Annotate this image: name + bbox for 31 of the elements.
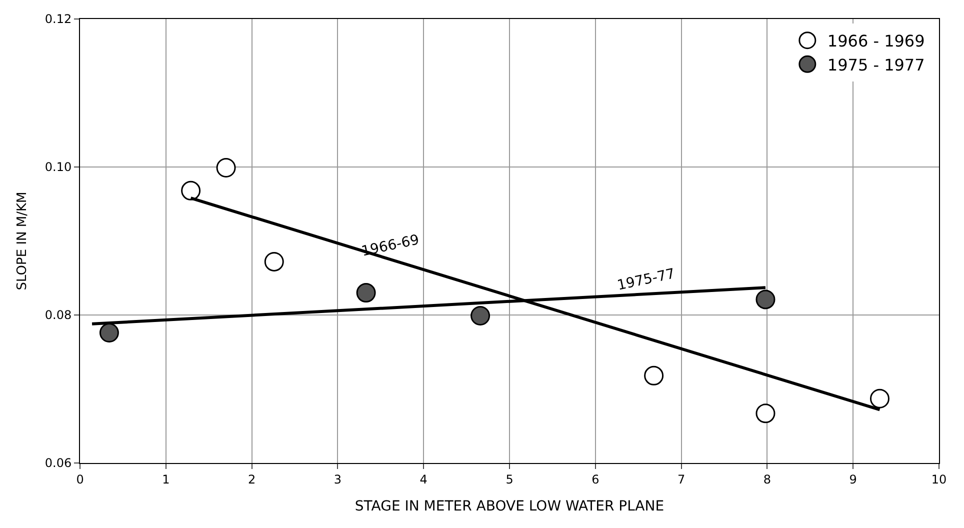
x-tick-label: 10 <box>931 472 947 486</box>
y-tick-label: 0.06 <box>44 456 72 470</box>
x-tick-label: 5 <box>506 472 514 486</box>
x-tick-label: 9 <box>849 472 857 486</box>
y-axis-title: SLOPE IN M/KM <box>14 192 30 290</box>
point <box>99 323 119 342</box>
point <box>181 180 201 200</box>
annotation: 1975-77 <box>616 266 676 294</box>
point <box>356 283 376 303</box>
point <box>756 404 776 424</box>
x-tick-label: 7 <box>677 472 686 486</box>
x-tick-label: 4 <box>420 472 428 486</box>
legend-label: 1975 - 1977 <box>827 55 925 74</box>
y-tick-label: 0.08 <box>44 308 72 322</box>
y-tick-label: 0.12 <box>44 12 72 26</box>
x-tick-label: 8 <box>763 472 772 486</box>
y-tick-label: 0.10 <box>44 160 72 174</box>
x-tick-label: 1 <box>162 472 170 486</box>
x-tick-label: 0 <box>76 472 84 486</box>
point <box>756 290 776 310</box>
annotation: 1966-69 <box>360 232 421 260</box>
point <box>264 252 284 272</box>
point <box>870 388 890 408</box>
x-tick-label: 3 <box>334 472 342 486</box>
legend-label: 1966 - 1969 <box>827 32 925 51</box>
point <box>644 366 664 386</box>
x-axis-title: STAGE IN METER ABOVE LOW WATER PLANE <box>354 498 664 515</box>
point <box>216 158 236 178</box>
x-tick-label: 2 <box>248 472 256 486</box>
point <box>470 306 490 326</box>
x-tick-label: 6 <box>592 472 600 486</box>
